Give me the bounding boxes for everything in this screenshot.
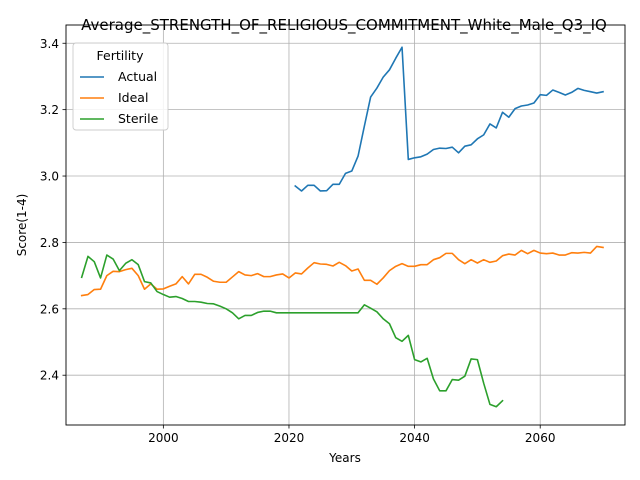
y-axis-label: Score(1-4) — [15, 194, 29, 257]
legend-label-actual: Actual — [118, 69, 157, 84]
y-tick-label: 3.4 — [40, 37, 59, 51]
series-line-ideal — [82, 246, 603, 295]
x-axis-label: Years — [328, 451, 361, 465]
legend-title: Fertility — [97, 48, 145, 63]
y-tick-label: 3.0 — [40, 170, 59, 184]
y-tick-label: 2.4 — [40, 369, 59, 383]
x-tick-label: 2020 — [274, 431, 305, 445]
x-tick-label: 2060 — [525, 431, 556, 445]
legend-label-ideal: Ideal — [118, 90, 148, 105]
chart-title: Average_STRENGTH_OF_RELIGIOUS_COMMITMENT… — [81, 16, 607, 35]
legend: Fertility Actual Ideal Sterile — [73, 43, 168, 130]
y-tick-label: 2.6 — [40, 302, 59, 316]
y-tick-label: 3.2 — [40, 103, 59, 117]
x-tick-label: 2000 — [148, 431, 179, 445]
legend-label-sterile: Sterile — [118, 111, 159, 126]
series-line-actual — [295, 47, 603, 191]
y-tick-label: 2.8 — [40, 236, 59, 250]
series-line-sterile — [82, 255, 503, 407]
x-tick-label: 2040 — [399, 431, 430, 445]
